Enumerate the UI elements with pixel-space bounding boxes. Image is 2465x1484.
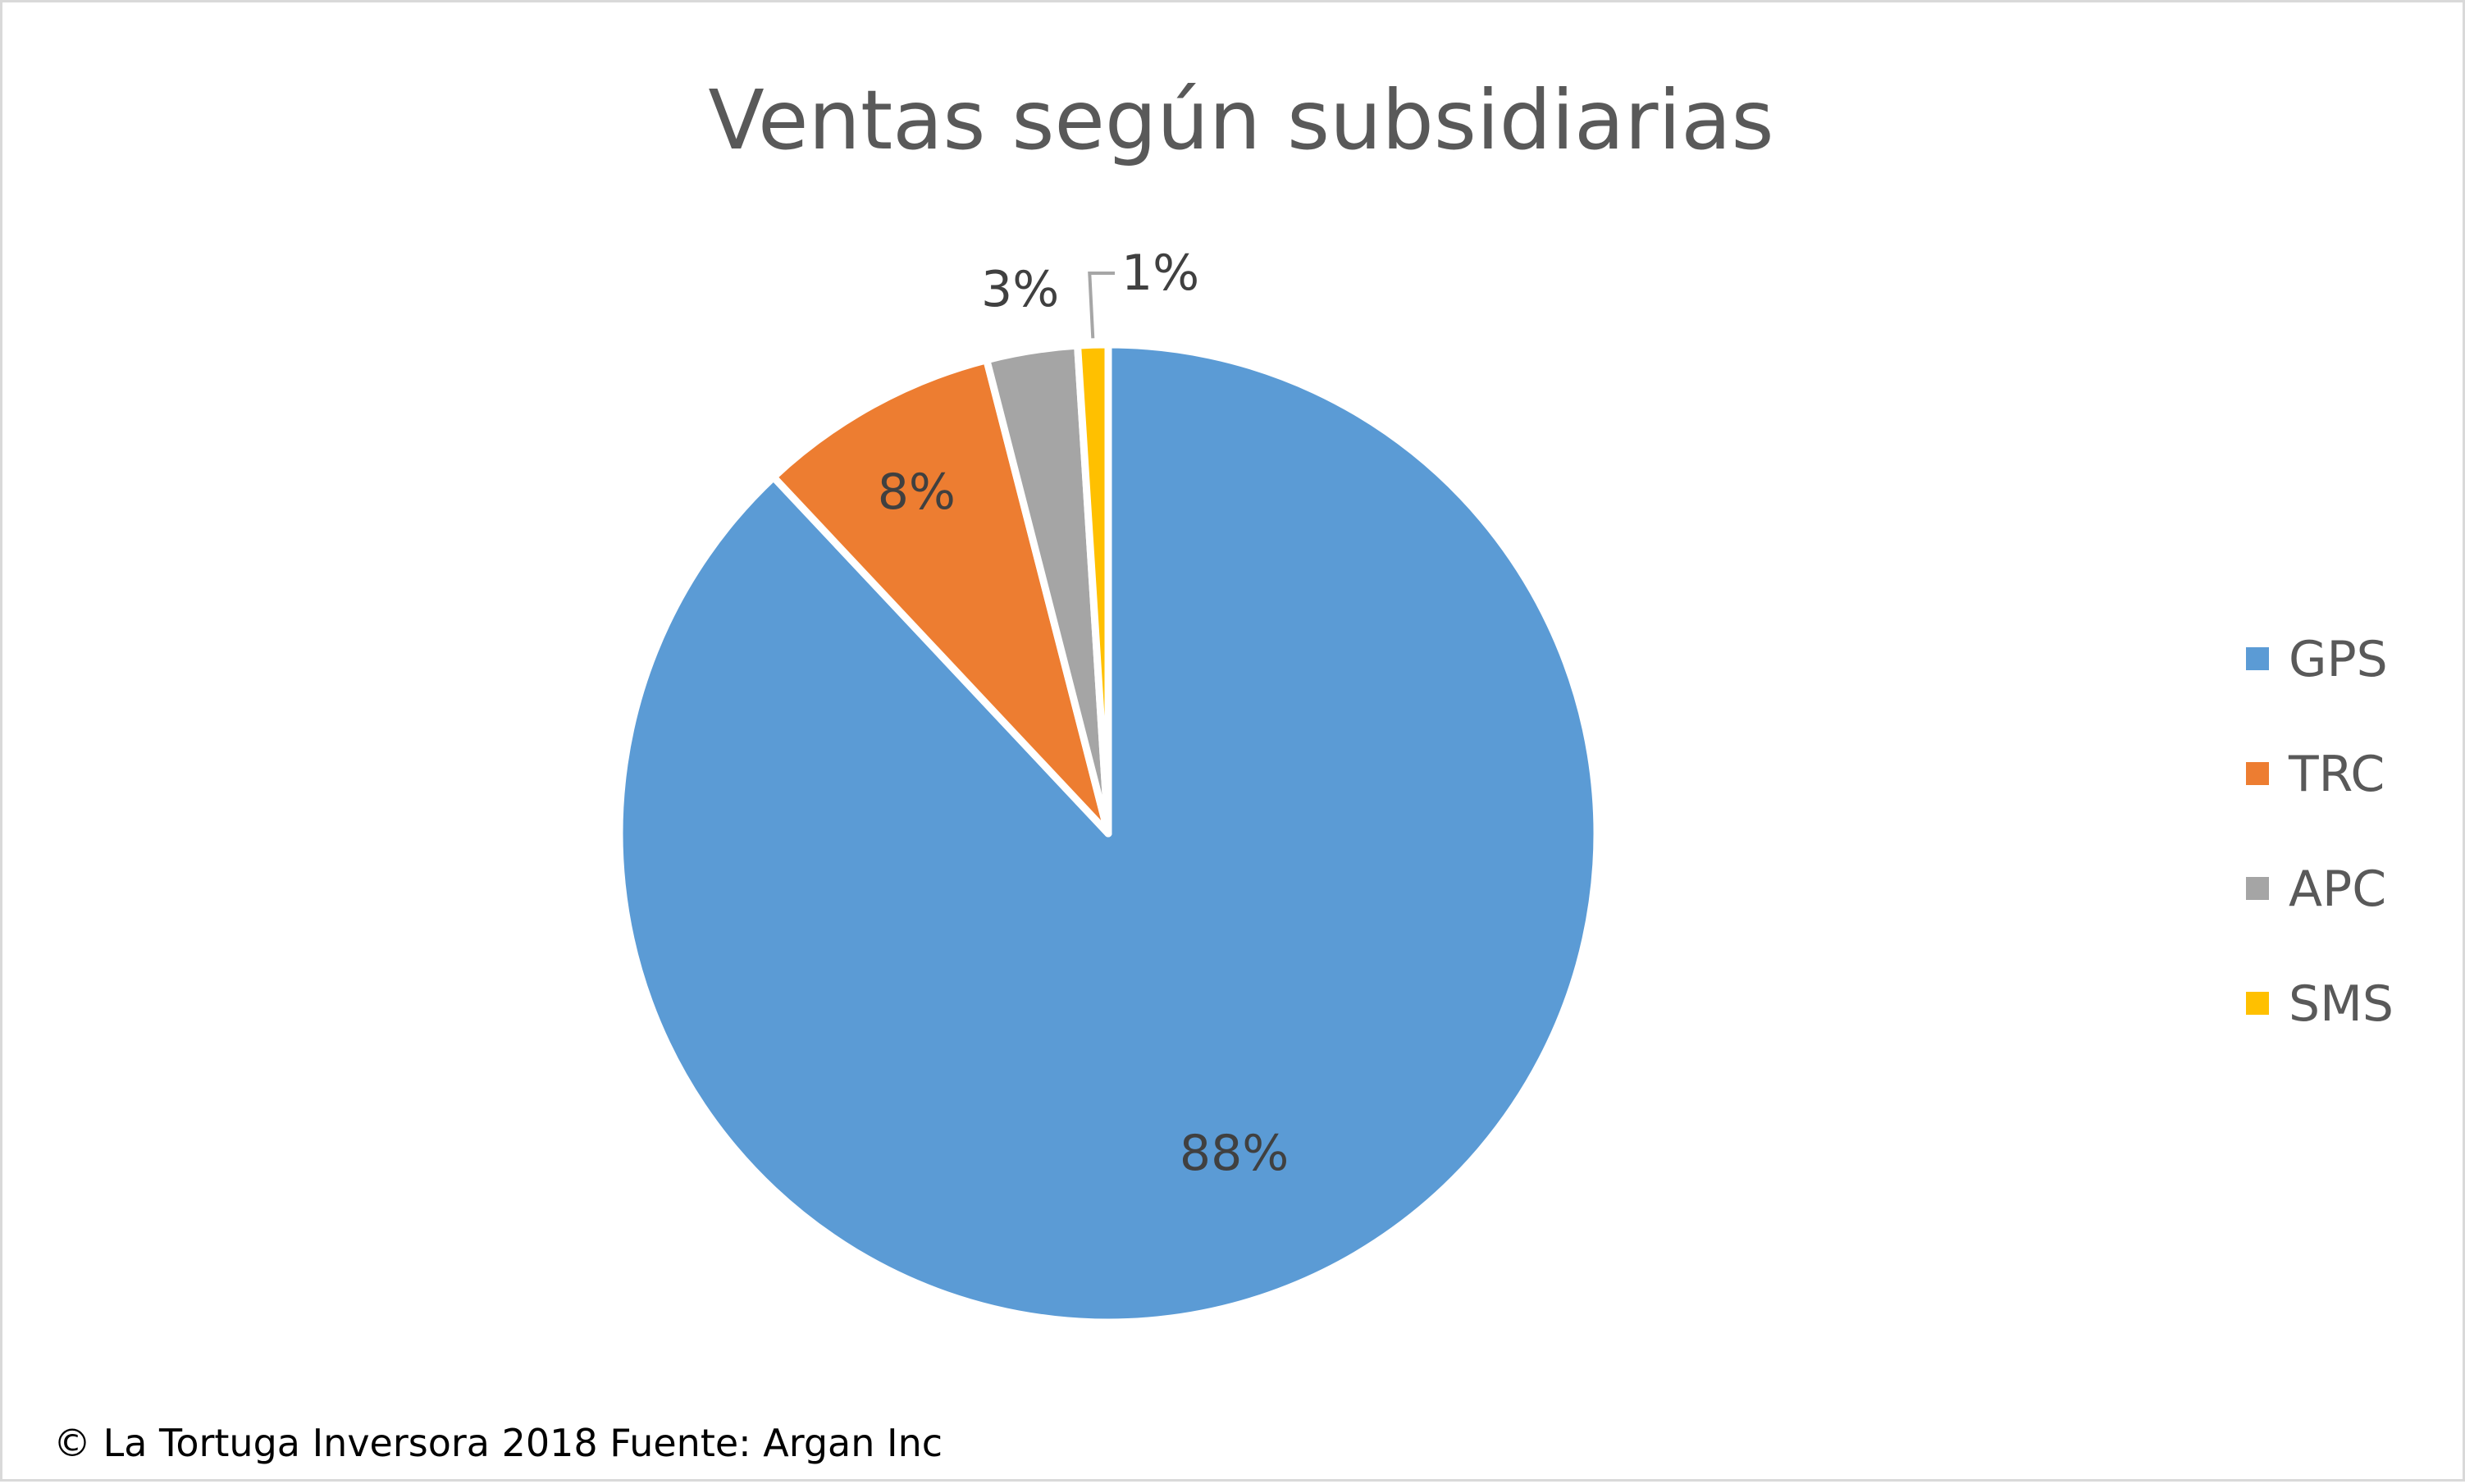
legend-swatch-apc <box>2246 877 2269 900</box>
pie-slices <box>615 340 1601 1326</box>
legend-label-gps: GPS <box>2289 631 2388 688</box>
legend-swatch-gps <box>2246 647 2269 670</box>
leader-lines <box>1088 272 1115 339</box>
legend-label-trc: TRC <box>2288 746 2385 803</box>
data-label-apc: 3% <box>981 261 1059 318</box>
legend-label-apc: APC <box>2289 861 2386 918</box>
data-labels: 88% 8% 3% 1% <box>878 244 1290 1182</box>
pie-slice-sms <box>1074 340 1112 838</box>
legend-label-sms: SMS <box>2289 975 2394 1033</box>
pie-slice-trc <box>769 356 1112 838</box>
legend-swatch-trc <box>2246 762 2269 785</box>
footer-credit: © La Tortuga Inversora 2018 Fuente: Arga… <box>53 1421 943 1465</box>
data-label-trc: 8% <box>878 463 956 521</box>
legend: GPS TRC APC SMS <box>2246 631 2394 1033</box>
legend-swatch-sms <box>2246 992 2269 1015</box>
leader-line-sms <box>1088 272 1115 339</box>
data-label-gps: 88% <box>1180 1125 1289 1182</box>
data-label-sms: 1% <box>1121 244 1199 302</box>
chart-title: Ventas según subsidiarias <box>708 72 1773 168</box>
